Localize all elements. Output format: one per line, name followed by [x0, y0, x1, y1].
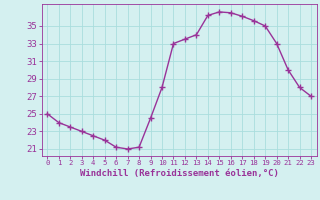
X-axis label: Windchill (Refroidissement éolien,°C): Windchill (Refroidissement éolien,°C)	[80, 169, 279, 178]
